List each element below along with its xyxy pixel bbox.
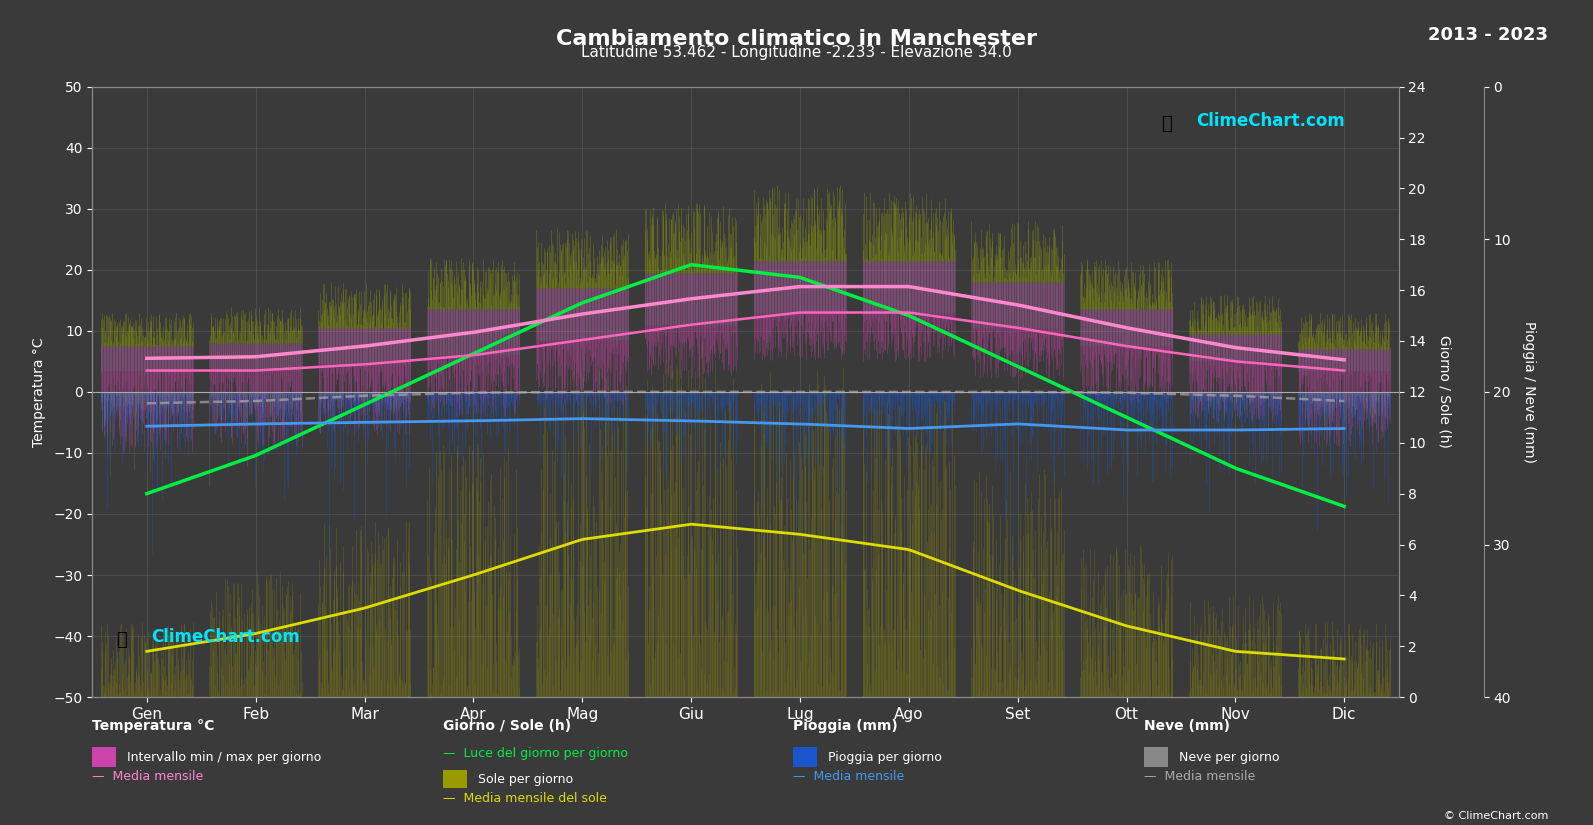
Text: Intervallo min / max per giorno: Intervallo min / max per giorno: [127, 751, 322, 764]
Text: 2013 - 2023: 2013 - 2023: [1429, 26, 1548, 45]
Text: ClimeChart.com: ClimeChart.com: [151, 628, 299, 646]
Text: Sole per giorno: Sole per giorno: [478, 773, 573, 786]
Text: Giorno / Sole (h): Giorno / Sole (h): [443, 719, 570, 733]
Y-axis label: Pioggia / Neve (mm): Pioggia / Neve (mm): [1521, 321, 1536, 463]
Y-axis label: Giorno / Sole (h): Giorno / Sole (h): [1437, 336, 1451, 448]
Text: —  Luce del giorno per giorno: — Luce del giorno per giorno: [443, 747, 628, 761]
Text: © ClimeChart.com: © ClimeChart.com: [1443, 811, 1548, 821]
Text: 🌐: 🌐: [1161, 116, 1172, 134]
Y-axis label: Temperatura °C: Temperatura °C: [32, 337, 46, 446]
Text: Neve (mm): Neve (mm): [1144, 719, 1230, 733]
Text: 🌐: 🌐: [116, 631, 127, 649]
Text: —  Media mensile: — Media mensile: [92, 770, 204, 783]
Text: Cambiamento climatico in Manchester: Cambiamento climatico in Manchester: [556, 29, 1037, 49]
Text: Neve per giorno: Neve per giorno: [1179, 751, 1279, 764]
Text: Pioggia (mm): Pioggia (mm): [793, 719, 898, 733]
Text: Temperatura °C: Temperatura °C: [92, 719, 215, 733]
Text: —  Media mensile: — Media mensile: [793, 770, 905, 783]
Text: Pioggia per giorno: Pioggia per giorno: [828, 751, 941, 764]
Text: ClimeChart.com: ClimeChart.com: [1196, 112, 1344, 130]
Text: —  Media mensile: — Media mensile: [1144, 770, 1255, 783]
Text: —  Media mensile del sole: — Media mensile del sole: [443, 792, 607, 805]
Text: Latitudine 53.462 - Longitudine -2.233 - Elevazione 34.0: Latitudine 53.462 - Longitudine -2.233 -…: [581, 45, 1012, 60]
